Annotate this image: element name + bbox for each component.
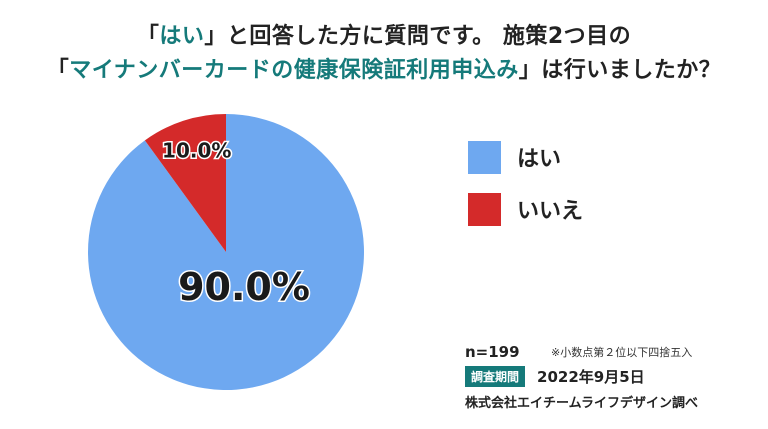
legend-label-yes: はい xyxy=(517,147,562,172)
title-bracket: 「 xyxy=(46,58,70,83)
title-accent-yes: はい xyxy=(159,24,205,49)
period-date: 2022年9月5日 xyxy=(537,367,645,386)
sample-size: n=199 xyxy=(465,343,520,361)
survey-notes: n=199 ※小数点第２位以下四捨五入 調査期間 2022年9月5日 株式会社エ… xyxy=(465,340,698,411)
title-accent-topic: マイナンバーカードの健康保険証利用申込み xyxy=(69,58,519,83)
rounding-note: ※小数点第２位以下四捨五入 xyxy=(551,346,693,359)
legend: はい いいえ xyxy=(468,140,583,244)
legend-item-no: いいえ xyxy=(468,192,583,226)
legend-swatch-no xyxy=(468,192,501,226)
legend-label-no: いいえ xyxy=(517,199,584,224)
title-text-1: 」と回答した方に質問です。 施策2つ目の xyxy=(204,24,632,49)
legend-swatch-yes xyxy=(468,140,501,174)
pie-slice-no xyxy=(144,114,226,252)
title-line-2: 「マイナンバーカードの健康保険証利用申込み」は行いましたか？ xyxy=(0,54,768,88)
legend-item-yes: はい xyxy=(468,140,583,174)
company-credit: 株式会社エイチームライフデザイン調べ xyxy=(465,396,698,411)
period-badge: 調査期間 xyxy=(465,365,526,387)
pie-label-no: 10.0% xyxy=(162,139,231,163)
title-line-1: 「はい」と回答した方に質問です。 施策2つ目の xyxy=(0,20,768,54)
title-bracket: 「 xyxy=(136,24,160,49)
pie-label-yes: 90.0% xyxy=(178,265,310,309)
chart-title: 「はい」と回答した方に質問です。 施策2つ目の 「マイナンバーカードの健康保険証… xyxy=(0,20,768,88)
pie-slice-yes xyxy=(87,114,364,390)
title-text-2: 」は行いましたか？ xyxy=(518,58,722,83)
